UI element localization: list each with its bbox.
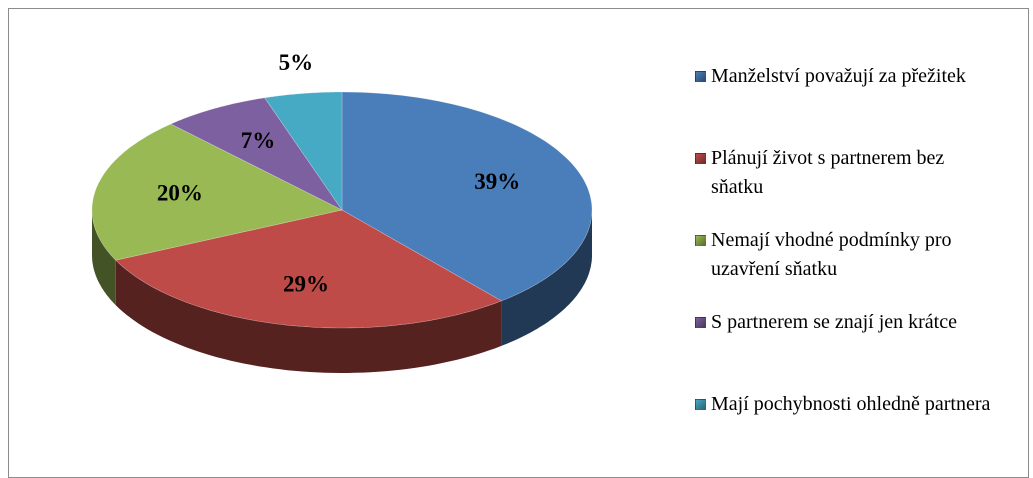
slice (91, 123, 343, 261)
legend-swatch (695, 235, 706, 246)
legend-label: Mají pochybnosti ohledně partnera (711, 393, 991, 415)
legend-label: Plánují život s partnerem bez sňatku (711, 147, 945, 198)
data-label: 39% (474, 169, 520, 194)
slice-side (501, 210, 592, 346)
legend: Manželství považují za přežitek Plánují ž… (695, 62, 1015, 472)
legend-item: Manželství považují za přežitek (695, 62, 1015, 144)
legend-swatch (695, 399, 706, 410)
page: 39% 29% 20% 7% 5% Manželství považují za pře… (8, 8, 1029, 478)
data-label: 5% (279, 50, 314, 75)
slice (115, 209, 503, 329)
legend-item: Mají pochybnosti ohledně partnera (695, 390, 1015, 472)
legend-label: S partnerem se znají jen krátce (711, 311, 957, 333)
legend-swatch (695, 71, 706, 82)
legend-item: S partnerem se znají jen krátce (695, 308, 1015, 390)
legend-item: Nemají vhodné podmínky pro uzavření sňat… (695, 226, 1015, 308)
legend-item: Plánují život s partnerem bez sňatku (695, 144, 1015, 226)
data-label: 20% (157, 181, 203, 206)
chart: 39% 29% 20% 7% 5% (91, 50, 593, 373)
slice-side (92, 210, 116, 306)
slice (264, 91, 343, 211)
data-label: 7% (241, 128, 276, 153)
slice (341, 91, 593, 302)
legend-swatch (695, 153, 706, 164)
legend-label: Nemají vhodné podmínky pro uzavření sňat… (711, 229, 952, 280)
legend-label: Manželství považují za přežitek (711, 65, 966, 87)
slice (170, 97, 343, 211)
data-label: 29% (283, 271, 329, 296)
legend-swatch (695, 317, 706, 328)
slice-side (115, 260, 502, 373)
